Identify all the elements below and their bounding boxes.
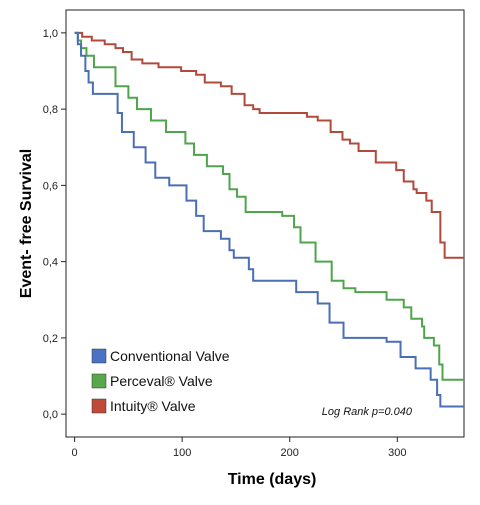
y-tick-label: 0,2 — [43, 333, 58, 345]
x-tick-label: 300 — [388, 447, 406, 459]
series-line-conventional-valve — [74, 31, 464, 408]
log-rank-annotation: Log Rank p=0.040 — [322, 406, 413, 418]
legend-label-intuity: Intuity® Valve — [110, 398, 196, 414]
legend-label-perceval: Perceval® Valve — [110, 373, 213, 389]
y-axis-title: Event- free Survival — [18, 149, 35, 298]
legend-swatch-perceval — [91, 373, 107, 389]
y-tick-label: 1,0 — [43, 28, 58, 40]
x-tick-label: 200 — [281, 447, 299, 459]
legend-label-conventional: Conventional Valve — [110, 348, 230, 364]
x-axis-title: Time (days) — [228, 471, 317, 488]
legend-item-conventional: Conventional Valve — [91, 348, 230, 364]
x-tick-label: 0 — [72, 447, 78, 459]
y-tick-label: 0,0 — [43, 409, 58, 421]
series-line-intuity-valve — [74, 31, 464, 259]
series-line-perceval-valve — [74, 31, 464, 381]
legend-swatch-intuity — [91, 398, 107, 414]
x-axis: 0 100 200 300 — [72, 437, 406, 459]
y-tick-label: 0,8 — [43, 104, 58, 116]
legend-item-perceval: Perceval® Valve — [91, 373, 213, 389]
legend-item-intuity: Intuity® Valve — [91, 398, 196, 414]
plot-frame — [65, 9, 465, 438]
legend-swatch-conventional — [91, 348, 107, 364]
series-layer — [74, 31, 464, 408]
legend: Conventional Valve Perceval® Valve Intui… — [91, 348, 230, 414]
y-tick-label: 0,4 — [43, 257, 58, 269]
y-tick-label: 0,6 — [43, 180, 58, 192]
y-axis: 0,0 0,2 0,4 0,6 0,8 1,0 — [43, 28, 66, 421]
x-tick-label: 100 — [173, 447, 191, 459]
